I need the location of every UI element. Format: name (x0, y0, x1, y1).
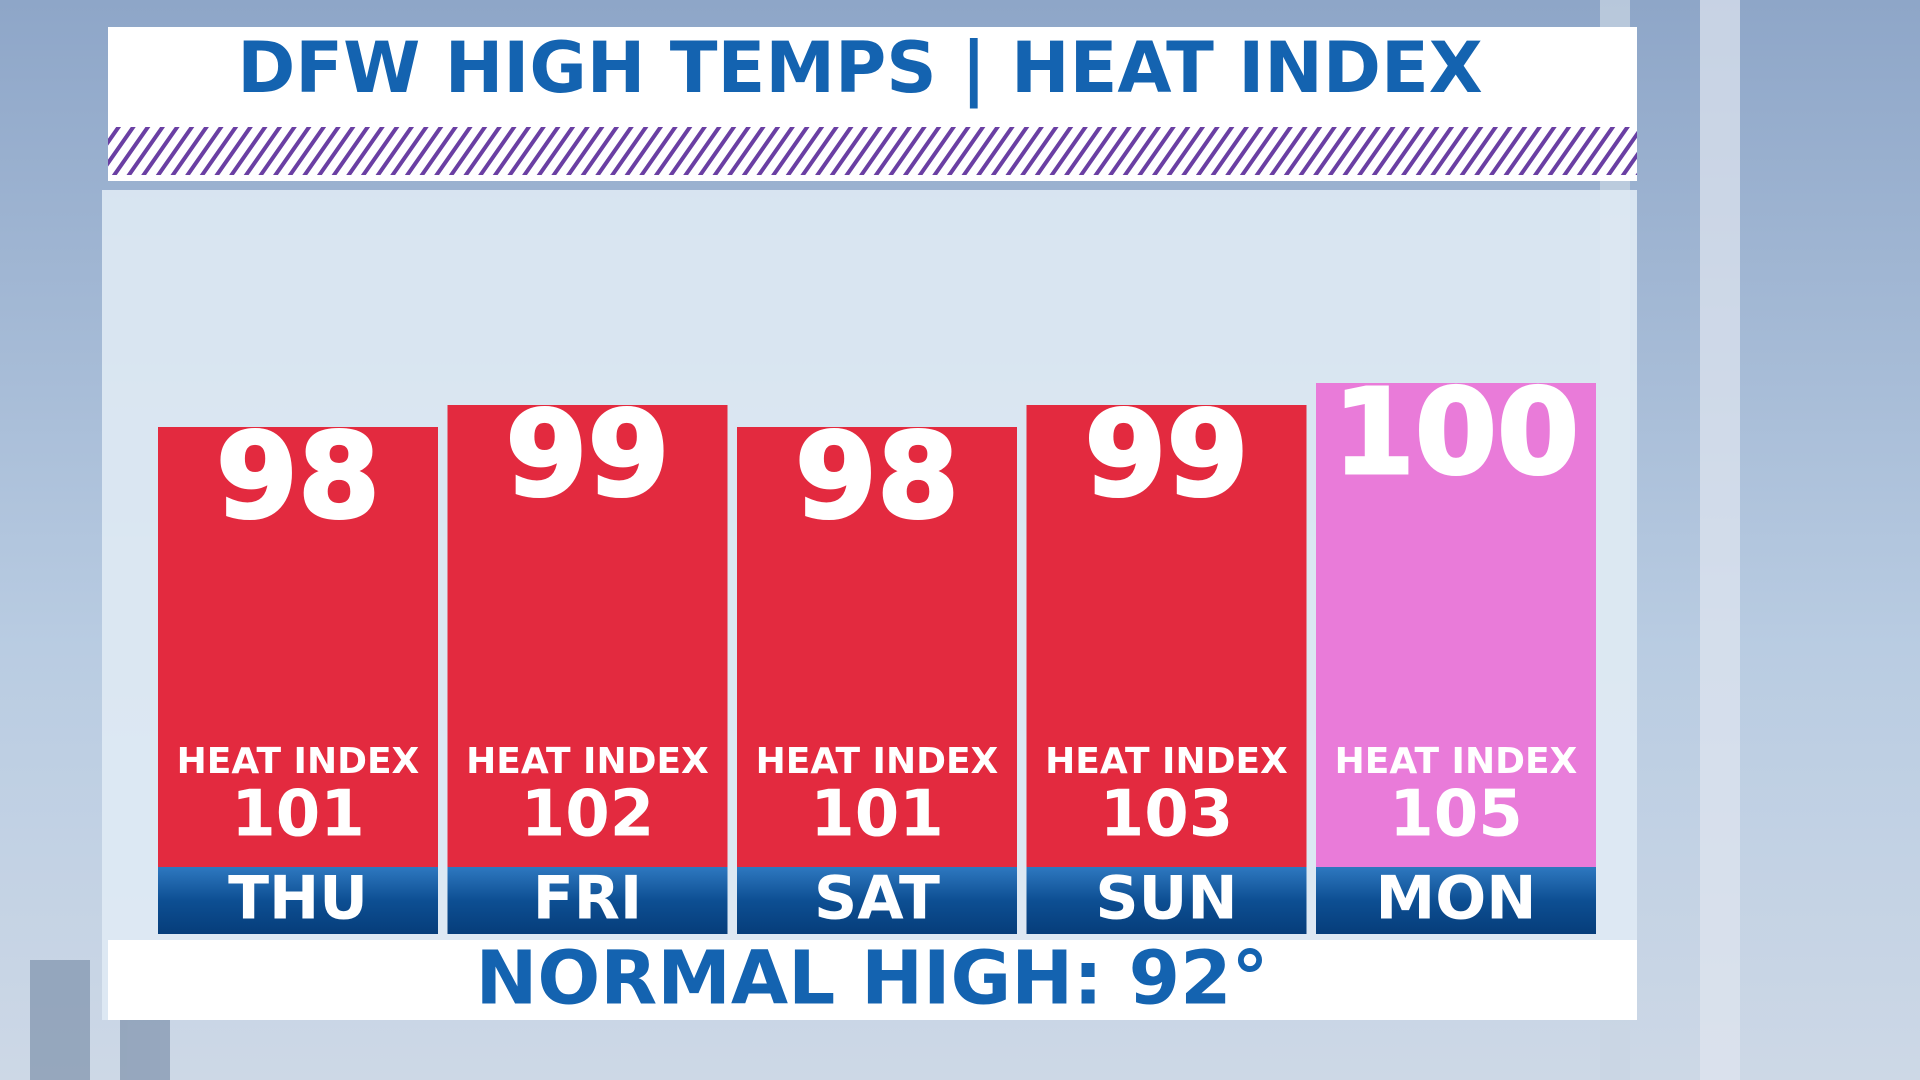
heat-index-value: 103 (1100, 778, 1234, 852)
heat-index-value: 101 (231, 778, 365, 852)
heat-index-value: 101 (810, 778, 944, 852)
day-box (1026, 867, 1307, 934)
day-box (737, 867, 1017, 934)
heat-index-value: 105 (1389, 778, 1523, 852)
bar (1026, 405, 1307, 867)
heat-index-label: HEAT INDEX (1045, 741, 1288, 782)
x-tick-label: SAT (814, 864, 940, 934)
bar (1316, 383, 1596, 867)
bar (447, 405, 728, 867)
normal-high: NORMAL HIGH: 92° (475, 936, 1268, 1022)
x-tick-label: FRI (533, 864, 643, 934)
value-label: 100 (1333, 363, 1579, 501)
x-tick-label: THU (228, 864, 368, 934)
value-label: 99 (1084, 385, 1248, 523)
heat-index-label: HEAT INDEX (756, 741, 999, 782)
x-tick-label: MON (1376, 864, 1537, 934)
day-box (158, 867, 438, 934)
day-box (447, 867, 728, 934)
normal-high-box (108, 940, 1637, 1020)
heat-index-label: HEAT INDEX (466, 741, 709, 782)
chart-title: DFW HIGH TEMPS | HEAT INDEX (237, 27, 1483, 109)
value-label: 99 (505, 385, 669, 523)
value-label: 98 (216, 407, 380, 545)
value-label: 98 (795, 407, 959, 545)
heat-index-value: 102 (521, 778, 655, 852)
bar (737, 427, 1017, 867)
heat-index-label: HEAT INDEX (177, 741, 420, 782)
x-tick-label: SUN (1095, 864, 1237, 934)
heat-index-label: HEAT INDEX (1335, 741, 1578, 782)
day-box (1316, 867, 1596, 934)
title-stripe (108, 127, 1637, 175)
bar (158, 427, 438, 867)
